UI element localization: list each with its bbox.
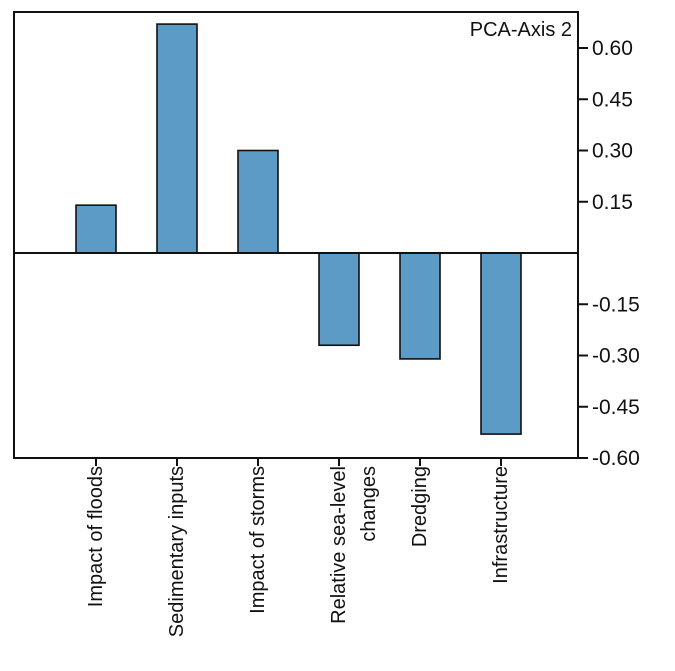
- x-tick-label-5: Infrastructure: [490, 466, 512, 584]
- x-tick-label-3: Relative sea-level changes: [328, 466, 380, 624]
- bar-0: [75, 204, 117, 254]
- y-tick-label-6: -0.45: [592, 396, 640, 419]
- x-tick-label-4: Dredging: [409, 466, 431, 547]
- x-tick-label-1: Sedimentary inputs: [166, 466, 188, 637]
- x-tick-label-0: Impact of floods: [85, 466, 107, 607]
- bar-4: [399, 252, 441, 360]
- y-tick-label-1: 0.45: [592, 88, 633, 111]
- x-axis-labels: Impact of floods Sedimentary inputs Impact…: [85, 458, 512, 637]
- bar-5: [480, 252, 522, 435]
- y-tick-label-7: -0.60: [592, 447, 640, 470]
- plot-frame: [13, 11, 579, 459]
- bar-1: [156, 23, 198, 254]
- y-tick-label-5: -0.30: [592, 345, 640, 368]
- y-axis: 0.60 0.45 0.30 0.15 -0.15 -0.30 -0.45 -0.60: [578, 37, 640, 470]
- axis-title: PCA-Axis 2: [470, 19, 572, 41]
- bar-3: [318, 252, 360, 347]
- y-tick-label-3: 0.15: [592, 191, 633, 214]
- y-tick-label-4: -0.15: [592, 293, 640, 316]
- y-tick-label-0: 0.60: [592, 37, 633, 60]
- x-tick-label-2: Impact of storms: [247, 466, 269, 614]
- y-tick-label-2: 0.30: [592, 140, 633, 163]
- bar-2: [237, 149, 279, 254]
- bars-group: [75, 23, 522, 435]
